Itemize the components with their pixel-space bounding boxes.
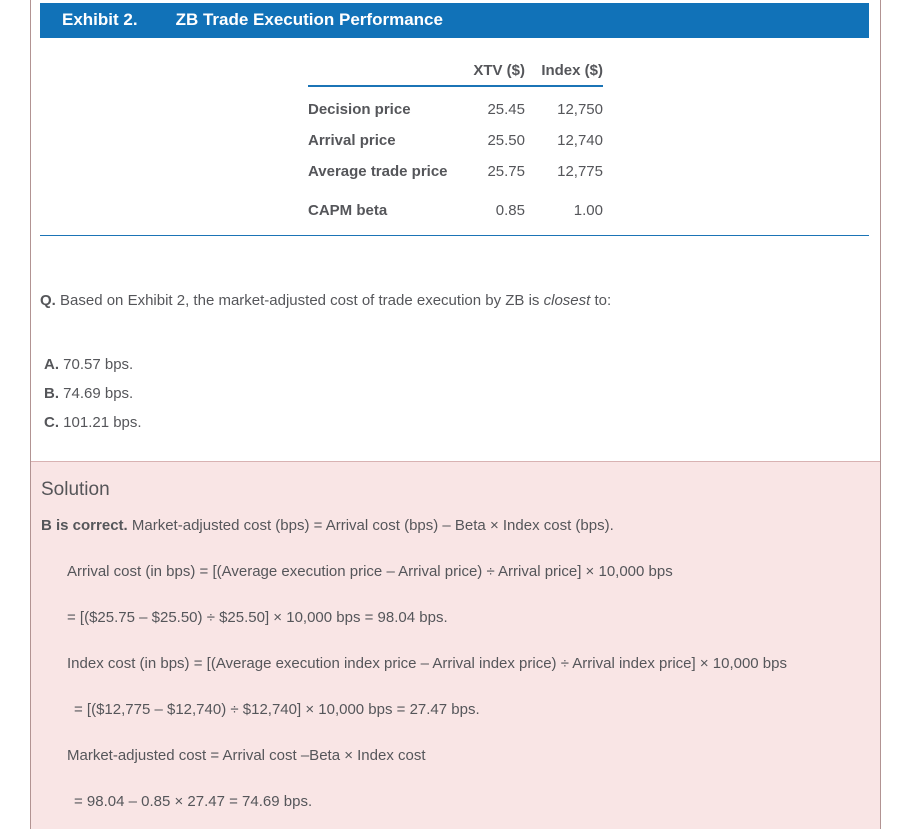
row-label: Decision price [308, 100, 411, 118]
verdict-bold: B is correct. [41, 517, 128, 534]
row-xtv-value: 25.50 [487, 131, 525, 149]
table-header-index: Index ($) [541, 61, 603, 79]
question-italic-word: closest [543, 292, 591, 309]
solution-step: Index cost (in bps) = [(Average executio… [67, 655, 787, 672]
option-letter: B. [44, 385, 59, 402]
row-index-value: 12,740 [557, 131, 603, 149]
row-index-value: 1.00 [573, 201, 603, 219]
table-row: Average trade price 25.75 12,775 [308, 149, 603, 180]
content-frame: Exhibit 2. ZB Trade Execution Performanc… [30, 0, 881, 829]
question-prefix: Q. [40, 292, 56, 309]
answer-option-b: B. 74.69 bps. [44, 386, 880, 401]
option-letter: C. [44, 414, 59, 431]
answer-option-a: A. 70.57 bps. [44, 357, 880, 372]
row-xtv-value: 25.45 [487, 100, 525, 118]
question-body-end: to: [590, 292, 612, 309]
option-text: 74.69 bps. [59, 385, 134, 402]
verdict-rest: Market-adjusted cost (bps) = Arrival cos… [127, 517, 614, 534]
row-label: CAPM beta [308, 201, 388, 219]
question-body-start: Based on Exhibit 2, the market-adjusted … [55, 292, 544, 309]
row-xtv-value: 25.75 [487, 162, 525, 180]
solution-verdict: B is correct. Market-adjusted cost (bps)… [41, 518, 862, 533]
option-letter: A. [44, 356, 59, 373]
solution-step: = [($25.75 – $25.50) ÷ $25.50] × 10,000 … [67, 609, 448, 626]
horizontal-rule [40, 234, 869, 236]
exhibit-label: Exhibit 2. [62, 10, 138, 30]
solution-step: = 98.04 – 0.85 × 27.47 = 74.69 bps. [74, 793, 313, 810]
row-xtv-value: 0.85 [495, 201, 525, 219]
row-index-value: 12,775 [557, 162, 603, 180]
table-header-xtv: XTV ($) [473, 61, 525, 79]
option-text: 101.21 bps. [59, 414, 142, 431]
row-label: Average trade price [308, 162, 448, 180]
solution-step: = [($12,775 – $12,740) ÷ $12,740] × 10,0… [74, 701, 480, 718]
table-header-row: XTV ($) Index ($) [308, 62, 603, 87]
question-text: Q. Based on Exhibit 2, the market-adjust… [40, 293, 860, 308]
row-index-value: 12,750 [557, 100, 603, 118]
answer-option-c: C. 101.21 bps. [44, 415, 880, 430]
table-header-empty [308, 62, 470, 79]
solution-step: Market-adjusted cost = Arrival cost –Bet… [67, 747, 426, 764]
solution-panel: Solution B is correct. Market-adjusted c… [31, 461, 880, 829]
exhibit-header: Exhibit 2. ZB Trade Execution Performanc… [40, 3, 869, 38]
answer-options: A. 70.57 bps. B. 74.69 bps. C. 101.21 bp… [44, 357, 880, 444]
row-label: Arrival price [308, 131, 396, 149]
table-row: Decision price 25.45 12,750 [308, 87, 603, 118]
option-text: 70.57 bps. [59, 356, 134, 373]
exhibit-title: ZB Trade Execution Performance [175, 10, 443, 30]
solution-step: Arrival cost (in bps) = [(Average execut… [67, 563, 673, 580]
performance-table: XTV ($) Index ($) Decision price 25.45 1… [308, 62, 603, 219]
table-row: Arrival price 25.50 12,740 [308, 118, 603, 149]
table-row-capm-beta: CAPM beta 0.85 1.00 [308, 180, 603, 219]
solution-heading: Solution [41, 479, 110, 500]
